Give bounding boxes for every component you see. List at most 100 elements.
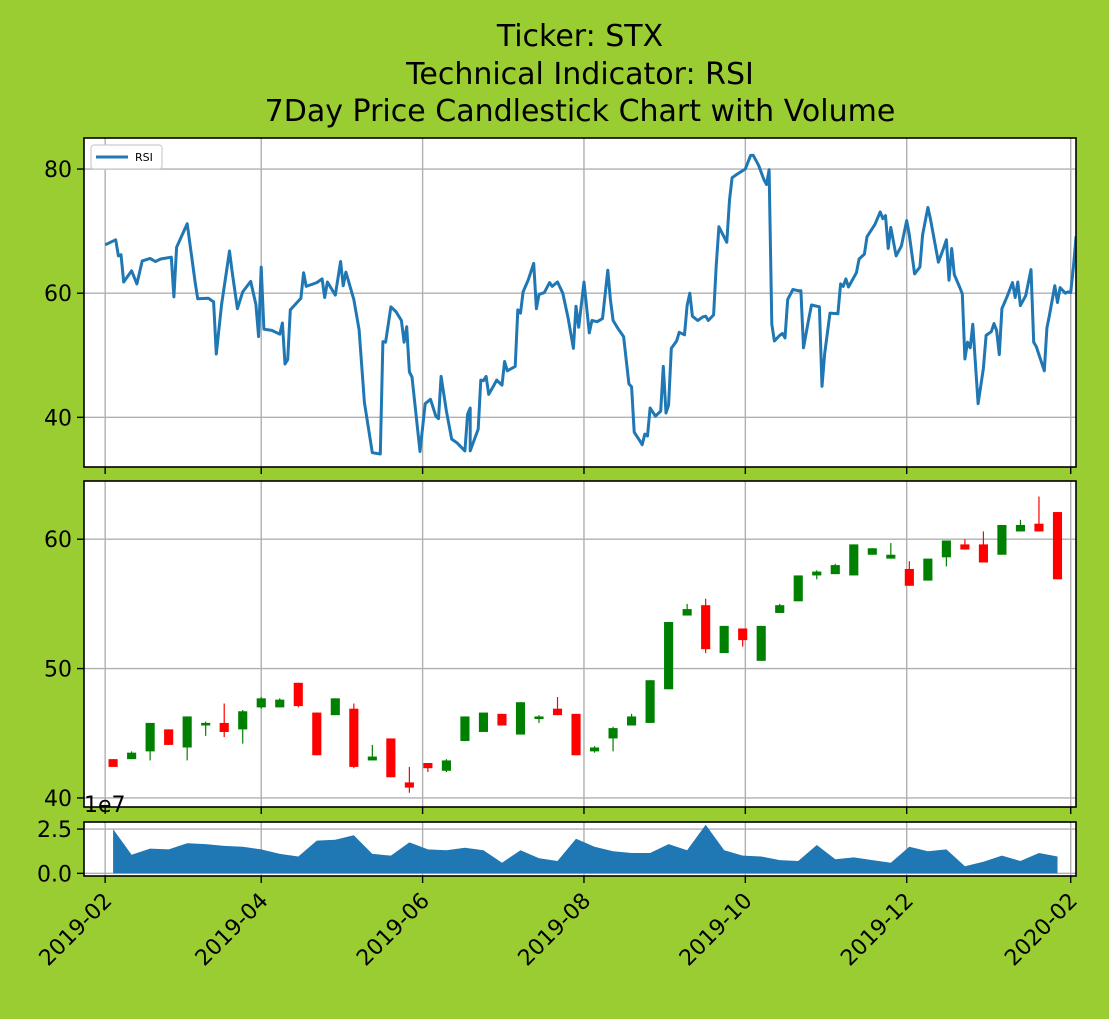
candle bbox=[127, 751, 137, 760]
title-block: Ticker: STX Technical Indicator: RSI 7Da… bbox=[265, 19, 896, 129]
price-panel-background bbox=[84, 481, 1076, 807]
candle-body-up bbox=[515, 702, 526, 735]
candle bbox=[182, 716, 192, 761]
candle-body-down bbox=[701, 605, 711, 650]
candle-body-up bbox=[238, 711, 248, 730]
candle bbox=[775, 603, 785, 613]
candle-body-down bbox=[904, 568, 914, 586]
candle bbox=[552, 697, 563, 716]
candle bbox=[978, 531, 988, 563]
candle-body-down bbox=[386, 738, 396, 778]
candle bbox=[812, 570, 822, 580]
y-tick-label: 60 bbox=[44, 528, 72, 553]
title-ticker: Ticker: STX bbox=[496, 19, 663, 54]
candle bbox=[664, 622, 674, 690]
candle-body-down bbox=[497, 713, 507, 726]
candle bbox=[1034, 496, 1044, 532]
candle-body-up bbox=[867, 548, 877, 555]
candle bbox=[164, 729, 174, 745]
candle bbox=[997, 524, 1007, 555]
y-tick-label: 50 bbox=[44, 658, 72, 683]
candle-body-down bbox=[219, 722, 229, 732]
candle bbox=[793, 575, 803, 602]
candle bbox=[108, 759, 118, 767]
candle bbox=[738, 628, 748, 647]
candle bbox=[201, 721, 211, 736]
volume-scale-label: 1e7 bbox=[84, 793, 126, 818]
candle-body-up bbox=[756, 625, 766, 661]
candle bbox=[275, 698, 285, 708]
candle-body-up bbox=[460, 716, 470, 742]
candle bbox=[589, 746, 600, 753]
candle-body-up bbox=[367, 756, 377, 761]
candle bbox=[701, 598, 711, 654]
y-tick-label: 60 bbox=[44, 282, 72, 307]
candle bbox=[923, 558, 933, 581]
y-tick-label: 40 bbox=[44, 406, 72, 431]
candle-body-up bbox=[589, 747, 600, 752]
y-tick-label: 0.0 bbox=[37, 862, 72, 887]
y-tick-label: 80 bbox=[44, 158, 72, 183]
candle-body-up bbox=[145, 722, 155, 752]
candle bbox=[386, 738, 396, 778]
candle-body-down bbox=[1052, 512, 1063, 580]
candle-body-up bbox=[923, 558, 933, 581]
candle bbox=[497, 713, 507, 726]
candle bbox=[830, 563, 840, 575]
candle bbox=[349, 703, 359, 769]
candle bbox=[534, 715, 544, 723]
volume-area bbox=[113, 824, 1058, 874]
candle-body-down bbox=[960, 544, 970, 550]
rsi-panel-border bbox=[83, 137, 1077, 468]
legend: RSI bbox=[90, 144, 163, 170]
candle-body-down bbox=[404, 782, 414, 788]
candle bbox=[367, 744, 377, 761]
candle-body-up bbox=[441, 760, 451, 771]
candle-body-down bbox=[312, 712, 322, 756]
candle-body-down bbox=[1034, 523, 1044, 532]
candle-body-up bbox=[534, 716, 544, 720]
y-tick-label: 40 bbox=[44, 787, 72, 812]
candle-body-up bbox=[608, 728, 618, 739]
candle bbox=[941, 540, 951, 567]
volume-panel-border bbox=[83, 821, 1077, 877]
candle-body-up bbox=[275, 699, 285, 708]
candle bbox=[219, 703, 229, 738]
candle-body-down bbox=[108, 759, 118, 767]
candle bbox=[849, 544, 859, 576]
candle-body-up bbox=[330, 698, 340, 716]
candle-body-up bbox=[812, 571, 822, 576]
candle bbox=[756, 625, 766, 661]
candle-body-up bbox=[941, 540, 951, 558]
candle-body-up bbox=[719, 625, 729, 654]
candle bbox=[571, 713, 581, 756]
candle bbox=[886, 543, 896, 559]
candle-body-down bbox=[423, 763, 433, 769]
price-panel-grid bbox=[84, 481, 1076, 807]
candle bbox=[1052, 512, 1063, 580]
candle bbox=[293, 682, 303, 708]
candle bbox=[867, 548, 877, 555]
candle bbox=[441, 759, 451, 773]
candle-body-up bbox=[793, 575, 803, 602]
candle bbox=[460, 716, 470, 742]
candle bbox=[627, 713, 637, 726]
candle bbox=[904, 561, 914, 586]
title-chart: 7Day Price Candlestick Chart with Volume bbox=[265, 94, 896, 129]
candle bbox=[682, 603, 692, 616]
rsi-panel-background bbox=[84, 138, 1076, 467]
candle bbox=[330, 698, 340, 716]
candle-body-up bbox=[664, 622, 674, 690]
candle-body-down bbox=[978, 544, 988, 563]
candle-body-up bbox=[1015, 524, 1026, 532]
candle bbox=[404, 766, 414, 793]
rsi-panel: 40 60 80 RSI bbox=[44, 137, 1077, 474]
candle-body-down bbox=[164, 729, 174, 745]
candle-body-up bbox=[775, 605, 785, 613]
candle bbox=[256, 697, 266, 709]
candle bbox=[645, 680, 655, 723]
candle-body-up bbox=[127, 752, 137, 760]
candle bbox=[960, 539, 970, 550]
candle-body-down bbox=[552, 708, 563, 716]
